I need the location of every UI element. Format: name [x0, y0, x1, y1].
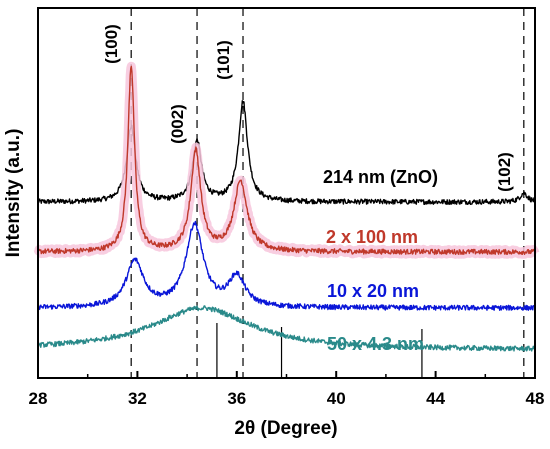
peak-label-(102): (102) [495, 152, 514, 192]
series-label-1: 2 x 100 nm [326, 227, 418, 247]
peak-labels: (100) (002) (101) (102) [102, 24, 514, 192]
series-line-0 [37, 100, 536, 205]
x-axis-title: 2θ (Degree) [234, 418, 337, 439]
series-line-1 [37, 65, 536, 255]
x-tick-label-48: 48 [526, 389, 545, 408]
x-tick-label-32: 32 [128, 389, 147, 408]
series-line-2 [37, 220, 536, 311]
series-line-3 [37, 305, 536, 352]
x-tick-label-28: 28 [29, 389, 48, 408]
x-tick-label-44: 44 [426, 389, 445, 408]
series-labels: 214 nm (ZnO) 2 x 100 nm 10 x 20 nm 50 x 4.3… [323, 167, 438, 354]
series-label-0: 214 nm (ZnO) [323, 167, 438, 187]
peak-label-(101): (101) [214, 40, 233, 80]
peak-label-(100): (100) [102, 24, 121, 64]
peak-label-(002): (002) [168, 104, 187, 144]
x-ticks: 28 32 36 40 44 48 [29, 371, 545, 408]
series-label-3: 50 x 4.3 nm [327, 334, 424, 354]
series-group [33, 61, 540, 352]
series-label-2: 10 x 20 nm [327, 281, 419, 301]
y-axis-title: Intensity (a.u.) [3, 129, 24, 258]
series-shade-1 [33, 61, 540, 259]
x-tick-label-36: 36 [227, 389, 246, 408]
x-tick-label-40: 40 [327, 389, 346, 408]
